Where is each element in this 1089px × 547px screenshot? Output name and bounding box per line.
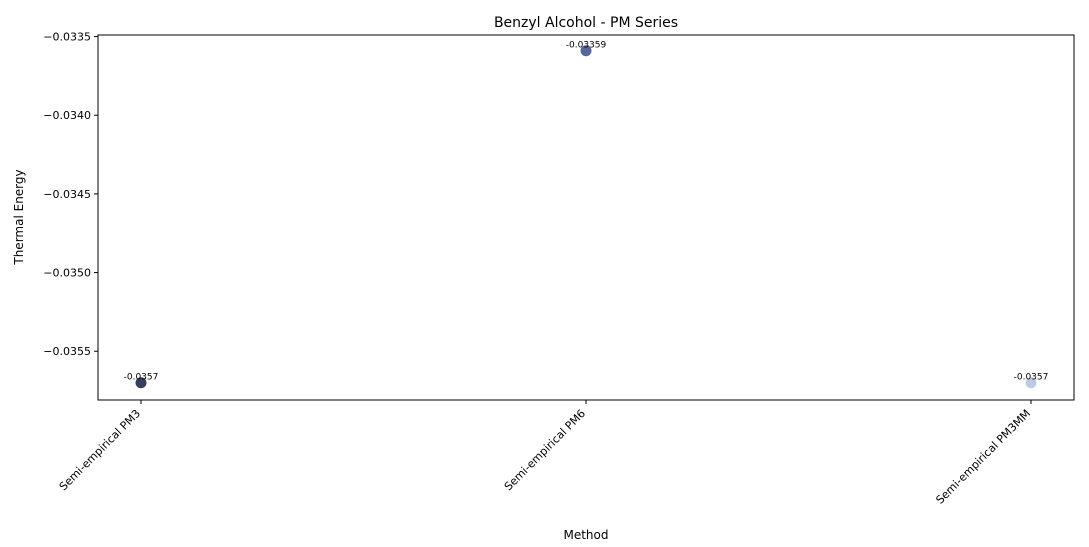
y-axis-label: Thermal Energy — [12, 169, 26, 265]
y-tick-label: −0.0335 — [43, 31, 91, 44]
plot-area-frame — [97, 34, 1075, 401]
x-tick-label: Semi-empirical PM3MM — [933, 407, 1033, 507]
data-point — [1025, 377, 1037, 389]
y-tick-label: −0.0345 — [43, 188, 91, 201]
y-axis-ticks: −0.0335 −0.0340 −0.0345 −0.0350 −0.0355 — [43, 31, 98, 358]
data-label: -0.0357 — [124, 373, 159, 383]
chart-title: Benzyl Alcohol - PM Series — [494, 15, 678, 31]
x-axis-label: Method — [563, 528, 608, 542]
data-point — [135, 377, 147, 389]
y-tick-label: −0.0355 — [43, 345, 91, 358]
x-tick-label: Semi-empirical PM3 — [57, 407, 143, 493]
x-tick-label: Semi-empirical PM6 — [502, 407, 588, 493]
data-label: -0.03359 — [566, 41, 607, 51]
y-tick-label: −0.0350 — [43, 267, 91, 280]
x-axis-ticks: Semi-empirical PM3 Semi-empirical PM6 Semi… — [57, 400, 1033, 507]
data-points: -0.0357 -0.03359 -0.0357 — [124, 41, 1049, 389]
y-tick-label: −0.0340 — [43, 109, 91, 122]
data-point — [580, 45, 592, 57]
data-label: -0.0357 — [1014, 373, 1049, 383]
